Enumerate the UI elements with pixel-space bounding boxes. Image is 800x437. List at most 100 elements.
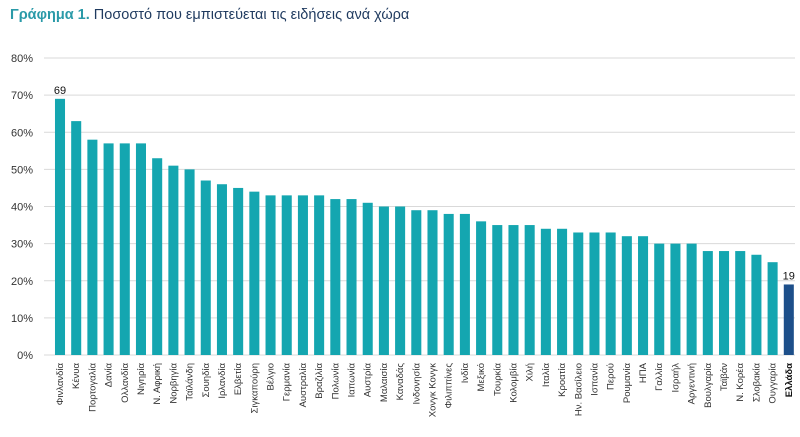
bar xyxy=(281,195,292,355)
x-tick-label: Μεξικό xyxy=(476,363,487,391)
bar xyxy=(524,225,535,355)
bar xyxy=(71,121,82,355)
y-tick-label: 60% xyxy=(11,127,33,139)
bar xyxy=(135,143,146,355)
x-tick-label: Ινδονησία xyxy=(411,363,422,405)
x-tick-label: Περού xyxy=(606,363,617,390)
x-tick-label: Βουλγαρία xyxy=(703,363,714,408)
bar xyxy=(297,195,308,355)
data-label: 19 xyxy=(783,270,795,282)
bar xyxy=(573,232,584,355)
x-tick-label: Τουρκία xyxy=(492,362,503,396)
y-tick-label: 70% xyxy=(11,90,33,102)
bar xyxy=(249,191,260,355)
bar xyxy=(702,251,713,355)
data-label: 69 xyxy=(54,85,66,97)
bar xyxy=(621,236,632,355)
bar xyxy=(346,199,357,355)
x-tick-label: Βέλγιο xyxy=(266,363,277,390)
bar xyxy=(443,213,454,355)
bar xyxy=(184,169,195,355)
x-tick-label: Ταϊλάνδη xyxy=(185,363,196,401)
bar xyxy=(654,243,665,355)
bar xyxy=(540,228,551,355)
bar xyxy=(87,139,98,355)
x-tick-label: Χιλή xyxy=(525,363,536,381)
x-tick-label: Ρουμανία xyxy=(622,362,633,403)
y-tick-label: 0% xyxy=(17,350,33,362)
x-tick-label: Σουηδία xyxy=(201,362,212,397)
bar xyxy=(233,187,244,355)
x-tick-label: Ιταλία xyxy=(541,362,552,387)
bar xyxy=(719,251,730,355)
x-tick-label: Βραζιλία xyxy=(314,362,325,398)
x-tick-label: Ινδία xyxy=(460,362,471,383)
bar xyxy=(670,243,681,355)
x-tick-label: Ισπανία xyxy=(589,363,600,396)
x-tick-label: Μαλαισία xyxy=(379,363,390,403)
x-tick-label: Φιλιππίνες xyxy=(444,363,455,409)
bar xyxy=(783,284,794,355)
x-tick-label: Κροατία xyxy=(557,362,568,396)
bar xyxy=(54,98,66,356)
y-tick-label: 80% xyxy=(11,53,33,65)
bar xyxy=(378,206,389,355)
bar xyxy=(476,221,487,355)
bar xyxy=(605,232,616,355)
bar xyxy=(265,195,276,355)
bar xyxy=(152,158,163,355)
bar xyxy=(330,199,341,355)
x-tick-label: Πορτογαλία xyxy=(87,363,98,412)
x-tick-label: Ν. Κορέα xyxy=(735,362,746,401)
bar xyxy=(638,236,649,355)
x-tick-label: Ελλάδα xyxy=(784,363,795,397)
x-tick-label: Αυστραλία xyxy=(298,363,309,408)
x-tick-label: Γαλλία xyxy=(654,362,665,390)
chart-title: Γράφημα 1. Ποσοστό που εμπιστεύεται τις … xyxy=(10,7,409,23)
bar xyxy=(362,202,373,355)
x-tick-label: Ην. Βασίλειο xyxy=(573,363,584,416)
x-tick-label: Αυστρία xyxy=(363,362,374,397)
x-tick-label: Κένυα xyxy=(71,362,82,389)
bar xyxy=(314,195,325,355)
y-tick-label: 30% xyxy=(11,239,33,251)
y-tick-label: 40% xyxy=(11,202,33,214)
x-tick-label: Νιγηρία xyxy=(136,362,147,395)
bar xyxy=(686,243,697,355)
bar xyxy=(119,143,130,355)
bar xyxy=(168,165,179,355)
x-tick-label: Ουγγαρία xyxy=(768,363,779,404)
x-tick-label: Δανία xyxy=(104,363,115,388)
x-tick-label: Κολομβία xyxy=(508,363,519,403)
chart-title-text: Ποσοστό που εμπιστεύεται τις ειδήσεις αν… xyxy=(93,7,410,23)
bar xyxy=(411,210,422,355)
y-tick-label: 10% xyxy=(11,313,33,325)
x-tick-label: Σλοβακία xyxy=(751,362,762,402)
x-tick-label: Γερμανία xyxy=(282,363,293,402)
x-tick-label: Σιγκαπούρη xyxy=(249,363,260,413)
x-tick-label: Νορβηγία xyxy=(168,362,179,403)
bar xyxy=(767,262,778,355)
bar xyxy=(735,251,746,355)
x-tick-label: Ολλανδία xyxy=(120,363,131,403)
bar xyxy=(200,180,211,355)
bar xyxy=(216,184,227,355)
bar xyxy=(589,232,600,355)
x-tick-label: Ιρλανδία xyxy=(217,362,228,398)
x-tick-label: Ιαπωνία xyxy=(347,362,358,397)
x-tick-label: Πολωνία xyxy=(330,362,341,399)
bar xyxy=(427,210,438,355)
bar xyxy=(508,225,519,355)
y-tick-label: 50% xyxy=(11,164,33,176)
bar xyxy=(751,254,762,355)
bar xyxy=(395,206,406,355)
bar xyxy=(492,225,503,355)
x-tick-label: Καναδάς xyxy=(395,363,406,401)
x-tick-label: Ν. Αφρική xyxy=(152,363,163,405)
x-tick-label: ΗΠΑ xyxy=(638,362,649,383)
x-tick-label: Αργεντινή xyxy=(687,363,698,404)
x-tick-label: Ελβετία xyxy=(233,363,244,396)
chart-title-lead: Γράφημα 1. xyxy=(10,7,90,23)
x-tick-label: Ταϊβάν xyxy=(719,363,730,391)
